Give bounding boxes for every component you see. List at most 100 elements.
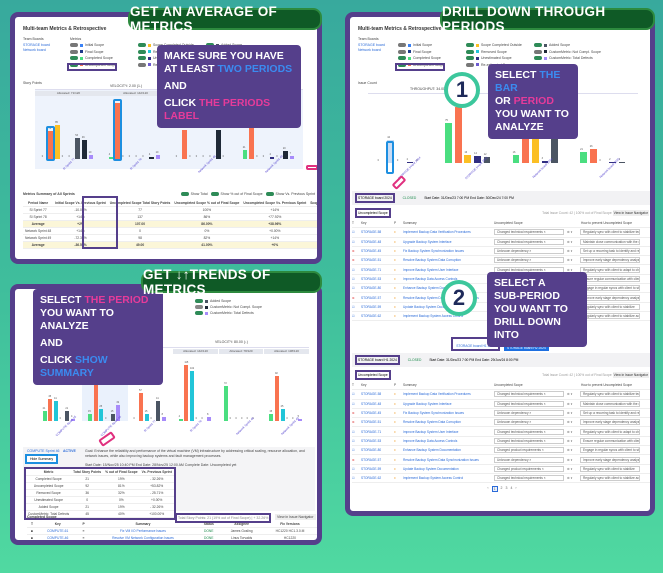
- uncompleted-reason-select[interactable]: Changed technical requirements ×: [494, 229, 564, 236]
- subperiod-h2[interactable]: STORAGE board H2 2024: [504, 345, 549, 351]
- page-button[interactable]: 2: [500, 486, 503, 491]
- gear-icon[interactable]: ⚙ ▾: [567, 411, 573, 416]
- issue-summary[interactable]: Implement Backup System Access Control: [403, 314, 464, 319]
- issue-key[interactable]: STORAGE-59: [361, 304, 382, 309]
- chart-bar[interactable]: [269, 157, 275, 159]
- prevention-note-input[interactable]: Regularly sync with client to stabilize: [580, 465, 640, 472]
- chart-bar[interactable]: [512, 154, 520, 163]
- issue-key[interactable]: STORAGE-58: [361, 392, 382, 397]
- issue-summary[interactable]: Enhance Backup System Documentation: [403, 286, 461, 291]
- highlighted-bar[interactable]: [113, 98, 123, 161]
- toggle-switch[interactable]: [466, 62, 474, 67]
- chart-bar[interactable]: [88, 413, 92, 421]
- toggle-switch[interactable]: [466, 49, 474, 54]
- page-button[interactable]: 4: [510, 486, 513, 491]
- chart-bar[interactable]: [88, 154, 94, 159]
- issue-summary[interactable]: Update Backup System Documentation: [403, 304, 459, 309]
- page-button[interactable]: ‹: [487, 486, 489, 491]
- gear-icon[interactable]: ⚙ ▾: [567, 392, 573, 397]
- issue-key[interactable]: STORAGE-71: [361, 267, 382, 272]
- chart-bar[interactable]: [280, 408, 285, 421]
- toggle-switch[interactable]: [138, 49, 146, 54]
- page-button[interactable]: ›: [515, 486, 517, 491]
- prevention-note-input[interactable]: Improve early stage dependency analysis …: [580, 456, 640, 463]
- uncompleted-reason-select[interactable]: Unknown dependency ×: [494, 419, 564, 426]
- period-label-selected[interactable]: [391, 175, 407, 190]
- gear-icon[interactable]: ⚙ ▾: [567, 466, 573, 471]
- metric-toggle[interactable]: Final Scope: [70, 50, 103, 54]
- uncompleted-reason-select[interactable]: Changed technical requirements ×: [494, 238, 564, 245]
- chart-bar[interactable]: [48, 130, 54, 159]
- chart-bar[interactable]: [184, 365, 189, 421]
- toggle-switch[interactable]: [138, 62, 146, 67]
- issue-summary[interactable]: Resolve Backup System Data Synchronizati…: [403, 457, 479, 462]
- issue-summary[interactable]: Improve Backup System User Interface: [403, 267, 459, 272]
- issue-summary[interactable]: Upgrade Backup System Interface: [403, 239, 452, 244]
- issue-key[interactable]: COMPUTE-46: [36, 534, 79, 540]
- prevention-note-input[interactable]: Set up a recurring task to identify and …: [580, 410, 640, 417]
- tab-uncompleted-scope[interactable]: Uncompleted Scope: [355, 208, 391, 218]
- x-tick-label[interactable]: Network Sprint 48: [235, 416, 255, 436]
- uncompleted-reason-select[interactable]: Changed technical requirements ×: [494, 400, 564, 407]
- issue-summary[interactable]: Improve Backup System User Interface: [403, 429, 459, 434]
- gear-icon[interactable]: ⚙ ▾: [567, 230, 573, 235]
- issue-key[interactable]: STORAGE-59: [361, 466, 382, 471]
- chart-bar[interactable]: [589, 149, 597, 163]
- chart-bar[interactable]: [454, 107, 462, 163]
- issue-key[interactable]: STORAGE-80: [361, 286, 382, 291]
- chart-bar[interactable]: [242, 150, 248, 159]
- issue-summary[interactable]: Fix VM I/O Performance Issues: [88, 527, 198, 535]
- x-tick-label[interactable]: SI Sprint 77: [143, 419, 158, 433]
- gear-icon[interactable]: ⚙ ▾: [567, 267, 573, 272]
- uncompleted-reason-select[interactable]: Unknown dependency ×: [494, 456, 564, 463]
- issue-summary[interactable]: Resolve Backup System Data Synchronizati…: [403, 295, 479, 300]
- chart-bar[interactable]: [108, 157, 114, 159]
- gear-icon[interactable]: ⚙ ▾: [567, 249, 573, 254]
- uncompleted-reason-select[interactable]: Changed technical requirements ×: [494, 437, 564, 444]
- team-board-link[interactable]: STORAGE board: [23, 43, 50, 47]
- highlighted-bar[interactable]: [46, 126, 56, 161]
- issue-summary[interactable]: Enhance Backup System Documentation: [403, 448, 461, 453]
- chart-bar[interactable]: [249, 121, 255, 159]
- chart-bar[interactable]: [289, 156, 295, 159]
- issue-summary[interactable]: Improve Backup Data Access Controls: [403, 438, 458, 443]
- gear-icon[interactable]: ⚙ ▾: [567, 401, 573, 406]
- x-tick-label[interactable]: SI Sprint 77: [61, 157, 76, 171]
- chart-bar[interactable]: [445, 123, 452, 163]
- chart-bar[interactable]: [99, 408, 104, 421]
- toggle-switch[interactable]: [398, 56, 406, 61]
- metric-toggle[interactable]: Final Scope: [398, 50, 431, 54]
- chart-bar[interactable]: [42, 410, 47, 421]
- view-in-navigator-button[interactable]: View in Issue Navigator: [612, 372, 649, 378]
- chart-bar[interactable]: [406, 161, 414, 163]
- toggle-switch[interactable]: [398, 49, 406, 54]
- issue-key[interactable]: STORAGE-57: [361, 295, 382, 300]
- chart-bar[interactable]: [115, 103, 121, 159]
- chart-bar[interactable]: [144, 413, 149, 421]
- toggle-switch[interactable]: [138, 56, 146, 61]
- issue-summary[interactable]: Resolve Backup System Data Corruption: [403, 258, 461, 263]
- prevention-note-input[interactable]: Regularly sync with client to stabilize …: [580, 475, 640, 482]
- issue-key[interactable]: STORAGE-53: [361, 438, 382, 443]
- prevention-note-input[interactable]: Improve early stage dependency analysis …: [580, 294, 640, 301]
- toggle-switch[interactable]: [70, 49, 78, 54]
- x-tick-label[interactable]: SI Sprint 78: [188, 419, 203, 433]
- periods-label-button[interactable]: [306, 165, 317, 170]
- metric-toggle[interactable]: Added Scope: [534, 43, 570, 48]
- prevention-note-input[interactable]: Ensure regular communication with client…: [580, 275, 640, 282]
- chart-bar[interactable]: [464, 154, 472, 163]
- team-board-link[interactable]: Network board: [23, 48, 46, 52]
- issue-key[interactable]: STORAGE-62: [361, 314, 382, 319]
- metric-toggle[interactable]: CustomMetric: Total Defects: [534, 56, 593, 61]
- chart-bar[interactable]: [71, 419, 75, 421]
- metric-toggle[interactable]: Removed Scope: [466, 50, 507, 54]
- x-tick-label[interactable]: SI Sprint 78: [128, 157, 143, 171]
- issue-key[interactable]: STORAGE-51: [361, 258, 382, 263]
- gear-icon[interactable]: ⚙ ▾: [567, 420, 573, 425]
- prevention-note-input[interactable]: Regularly sync with client to stabilize …: [580, 391, 640, 398]
- chart-bar[interactable]: [275, 376, 279, 421]
- toggle-switch[interactable]: [534, 49, 542, 54]
- toggle-switch[interactable]: [398, 43, 406, 48]
- prevention-note-input[interactable]: Maintain close communication with the cl…: [580, 400, 640, 407]
- prevention-note-input[interactable]: Regularly sync with client to stabilize …: [580, 313, 640, 320]
